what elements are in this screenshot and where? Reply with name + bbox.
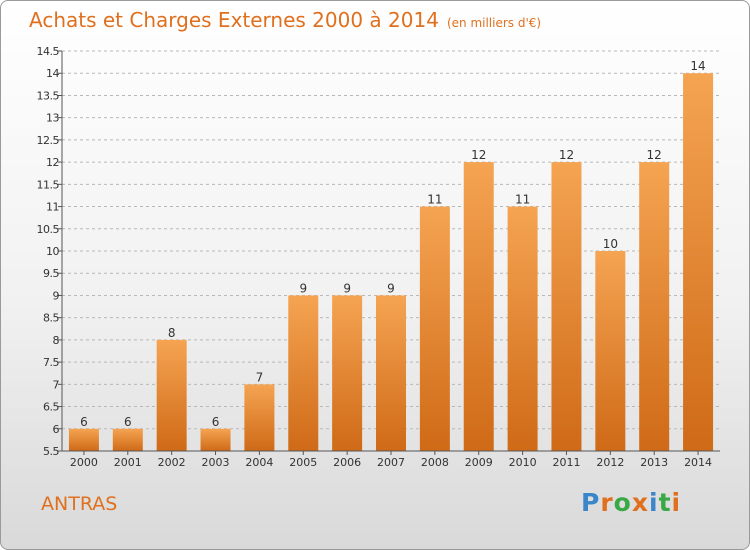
y-tick-label: 11 — [46, 201, 59, 214]
bar-value-label: 9 — [387, 281, 395, 295]
logo-letter: r — [600, 488, 614, 517]
bar-value-label: 14 — [690, 59, 705, 73]
bar-value-label: 7 — [256, 370, 264, 384]
y-tick-label: 6 — [53, 423, 60, 436]
y-tick-label: 14.5 — [37, 45, 60, 58]
y-tick-label: 10 — [46, 245, 59, 258]
place-name: ANTRAS — [41, 493, 118, 515]
bar — [639, 162, 670, 451]
bar — [200, 428, 231, 451]
x-tick-label: 2002 — [158, 456, 186, 469]
y-tick-label: 8.5 — [43, 312, 59, 325]
bar-value-label: 12 — [559, 148, 574, 162]
logo-letter: x — [631, 488, 649, 517]
y-tick-label: 8 — [53, 334, 60, 347]
x-tick-label: 2000 — [70, 456, 98, 469]
x-tick-label: 2014 — [684, 456, 712, 469]
bar-value-label: 11 — [427, 193, 442, 207]
y-tick-label: 7.5 — [43, 356, 59, 369]
y-tick-label: 13 — [46, 112, 59, 125]
x-tick-label: 2005 — [289, 456, 317, 469]
bar-value-label: 8 — [168, 326, 176, 340]
bar — [463, 162, 494, 451]
bar — [419, 206, 450, 451]
y-tick-label: 12.5 — [37, 134, 60, 147]
x-tick-label: 2013 — [640, 456, 668, 469]
y-tick-label: 9 — [53, 289, 60, 302]
bar-value-label: 6 — [212, 415, 220, 429]
x-tick-label: 2010 — [509, 456, 537, 469]
bar-value-label: 6 — [124, 415, 132, 429]
chart-title-text: Achats et Charges Externes 2000 à 2014 — [29, 8, 439, 32]
logo-letter: P — [581, 488, 601, 517]
x-tick-label: 2008 — [421, 456, 449, 469]
logo-letter: i — [671, 488, 682, 517]
bar — [595, 251, 626, 451]
bar — [551, 162, 582, 451]
bar — [507, 206, 538, 451]
y-tick-label: 11.5 — [37, 178, 60, 191]
bar-value-label: 12 — [647, 148, 662, 162]
bars: 6 6 8 6 7 9 9 9 11 12 11 12 10 12 14 — [68, 59, 714, 451]
bar — [376, 295, 406, 451]
y-tick-label: 5.5 — [43, 445, 59, 458]
logo-letter: i — [649, 488, 659, 517]
bar-value-label: 9 — [299, 281, 307, 295]
x-tick-label: 2006 — [333, 456, 361, 469]
y-tick-label: 13.5 — [37, 89, 60, 102]
logo-letter: t — [658, 488, 672, 517]
bar-value-label: 6 — [80, 415, 88, 429]
y-tick-label: 12 — [46, 156, 59, 169]
bar — [156, 339, 187, 451]
chart-title: Achats et Charges Externes 2000 à 2014 (e… — [29, 8, 541, 32]
x-tick-label: 2001 — [114, 456, 142, 469]
y-tick-label: 7 — [53, 378, 60, 391]
y-tick-label: 14 — [46, 67, 59, 80]
y-tick-label: 6.5 — [43, 401, 59, 414]
chart-subtitle: (en milliers d'€) — [446, 16, 542, 30]
bar — [68, 428, 99, 451]
x-tick-label: 2011 — [552, 456, 580, 469]
y-tick-label: 10.5 — [37, 223, 60, 236]
bar — [244, 384, 275, 451]
bar-value-label: 11 — [515, 193, 530, 207]
x-tick-label: 2004 — [245, 456, 273, 469]
bar — [683, 73, 714, 451]
bar — [288, 295, 319, 451]
x-tick-label: 2009 — [465, 456, 493, 469]
axes: 5.5 6 6.5 7 7.5 8 8.5 9 9.5 10 10.5 11 11.5 12 12.5 13 1… — [37, 45, 720, 469]
x-tick-label: 2003 — [202, 456, 230, 469]
bar-value-label: 9 — [343, 281, 351, 295]
bar — [112, 428, 143, 451]
bar-value-label: 10 — [603, 237, 618, 251]
bar-value-label: 12 — [471, 148, 486, 162]
logo-letter: o — [613, 488, 632, 517]
x-tick-label: 2007 — [377, 456, 405, 469]
x-tick-label: 2012 — [596, 456, 624, 469]
y-tick-label: 9.5 — [43, 267, 59, 280]
proxiti-logo: Proxiti — [581, 488, 681, 517]
bar — [332, 295, 363, 451]
